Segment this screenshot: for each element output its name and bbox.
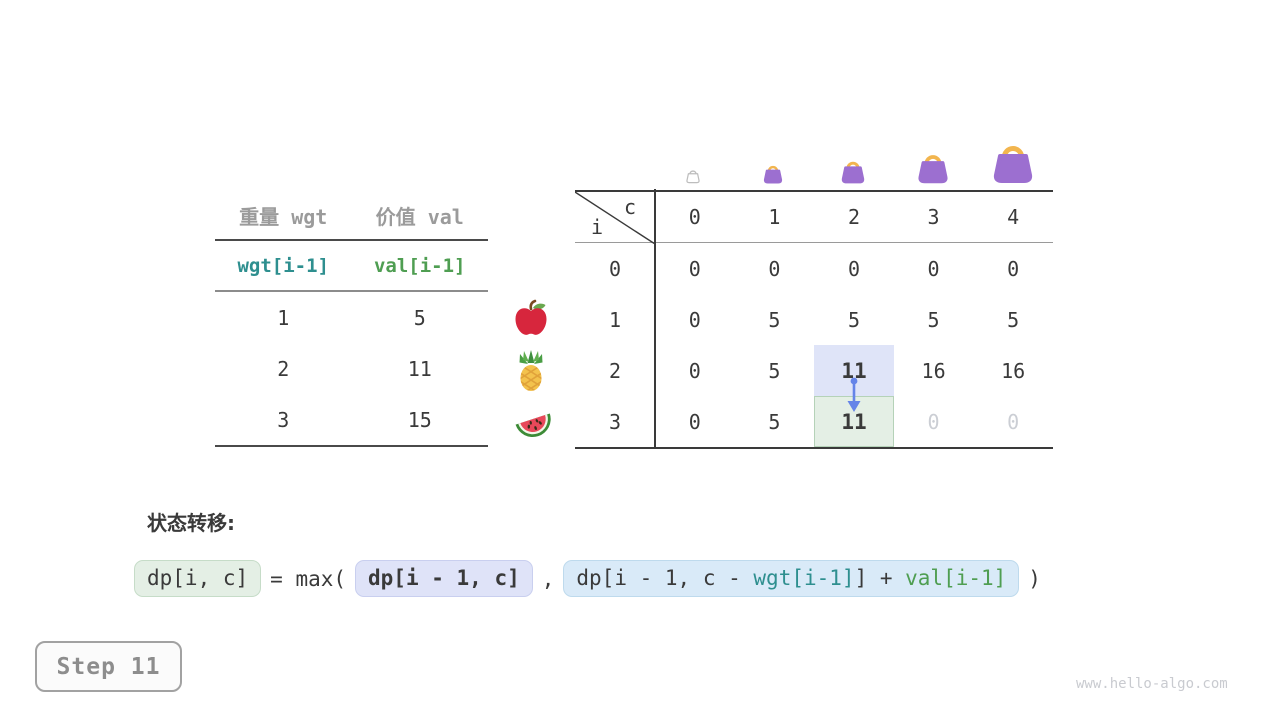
item-value: 5	[413, 305, 426, 330]
bag-outline-icon	[685, 167, 702, 184]
dp-cell-3-4: 0	[1007, 409, 1020, 434]
pineapple-icon	[511, 349, 551, 391]
dp-cell-2-1: 5	[768, 358, 781, 383]
transition-arrow-icon	[847, 377, 861, 412]
weight-column-header: 重量 wgt	[239, 205, 328, 229]
dp-cell-0-3: 0	[927, 256, 940, 281]
item-weight: 2	[277, 356, 290, 381]
item-weight: 1	[277, 305, 290, 330]
dp-cell-0-2: 0	[847, 256, 860, 281]
formula-option2-box: dp[i - 1, c - wgt[i-1]] + val[i-1]	[563, 560, 1020, 598]
transition-formula: dp[i, c] = max( dp[i - 1, c] , dp[i - 1,…	[134, 560, 1041, 598]
option2-prefix: dp[i - 1, c -	[576, 566, 754, 590]
dp-corner-cell: c i	[575, 192, 655, 244]
dp-cell-2-4: 16	[1001, 358, 1026, 383]
formula-close-paren: )	[1028, 566, 1041, 591]
row-header-2: 2	[608, 358, 622, 383]
item-value: 11	[407, 356, 432, 381]
dp-cell-2-3: 16	[921, 358, 946, 383]
dp-cell-0-0: 0	[688, 256, 701, 281]
bag-large-icon	[915, 149, 952, 184]
dp-row-3: 3 0 5 11 0 0	[575, 396, 1053, 447]
items-table-index-row: wgt[i-1] val[i-1]	[215, 241, 488, 292]
dp-cell-1-2: 5	[847, 307, 860, 332]
state-transition-label: 状态转移:	[147, 511, 235, 535]
diagonal-line	[575, 192, 655, 244]
apple-icon	[511, 299, 551, 339]
watermelon-icon	[511, 402, 551, 442]
formula-operator: = max(	[270, 566, 347, 591]
row-header-0: 0	[608, 256, 622, 281]
col-header-0: 0	[688, 205, 701, 229]
dp-cell-1-0: 0	[688, 307, 701, 332]
corner-col-label: c	[623, 195, 636, 219]
items-table-header: 重量 wgt 价值 val	[215, 192, 488, 241]
items-table: 重量 wgt 价值 val wgt[i-1] val[i-1] 1 5 2 11…	[215, 192, 488, 447]
item-row-pineapple: 2 11	[215, 343, 488, 394]
dp-table-header: c i 0 1 2 3 4	[575, 190, 1053, 244]
dp-cell-3-0: 0	[688, 409, 701, 434]
col-header-4: 4	[1007, 205, 1020, 229]
step-badge: Step 11	[35, 641, 182, 692]
dp-row-2: 2 0 5 11 16 16	[575, 345, 1053, 396]
formula-option1-box: dp[i - 1, c]	[355, 560, 533, 598]
row-header-3: 3	[608, 409, 622, 434]
dp-cell-1-3: 5	[927, 307, 940, 332]
bag-small-icon	[762, 162, 785, 184]
formula-comma: ,	[541, 566, 555, 591]
dp-row-0: 0 0 0 0 0 0	[575, 243, 1053, 294]
corner-row-label: i	[591, 215, 604, 239]
dp-cell-0-1: 0	[768, 256, 781, 281]
dp-row-1: 1 0 5 5 5 5	[575, 294, 1053, 345]
bag-xlarge-icon	[989, 138, 1038, 184]
item-weight: 3	[277, 407, 290, 432]
col-header-1: 1	[768, 205, 781, 229]
formula-lhs-box: dp[i, c]	[134, 560, 262, 598]
dp-cell-1-1: 5	[768, 307, 781, 332]
item-value: 15	[407, 407, 432, 432]
dp-table-vertical-divider	[654, 189, 656, 447]
capacity-bags-row	[575, 126, 1053, 184]
value-column-header: 价值 val	[375, 205, 464, 229]
dp-cell-0-4: 0	[1007, 256, 1020, 281]
item-row-apple: 1 5	[215, 292, 488, 343]
row-header-1: 1	[608, 307, 622, 332]
col-header-2: 2	[847, 205, 860, 229]
watermark: www.hello-algo.com	[1076, 676, 1228, 692]
bag-medium-icon	[839, 157, 868, 184]
dp-table: c i 0 1 2 3 4 0 0 0 0 0 0 1 0 5 5 5 5 2 …	[575, 189, 1053, 449]
val-index-label: val[i-1]	[373, 254, 466, 277]
dp-cell-1-4: 5	[1007, 307, 1020, 332]
option2-wgt-token: wgt[i-1]	[753, 566, 855, 590]
item-row-watermelon: 3 15	[215, 394, 488, 445]
col-header-3: 3	[927, 205, 940, 229]
dp-cell-3-3: 0	[927, 409, 940, 434]
option2-mid: ] +	[854, 566, 906, 590]
dp-cell-3-1: 5	[768, 409, 781, 434]
dp-table-body: 0 0 0 0 0 0 1 0 5 5 5 5 2 0 5 11 16 16 3…	[575, 189, 1053, 449]
wgt-index-label: wgt[i-1]	[237, 254, 329, 277]
dp-cell-2-0: 0	[688, 358, 701, 383]
option2-val-token: val[i-1]	[905, 566, 1007, 590]
